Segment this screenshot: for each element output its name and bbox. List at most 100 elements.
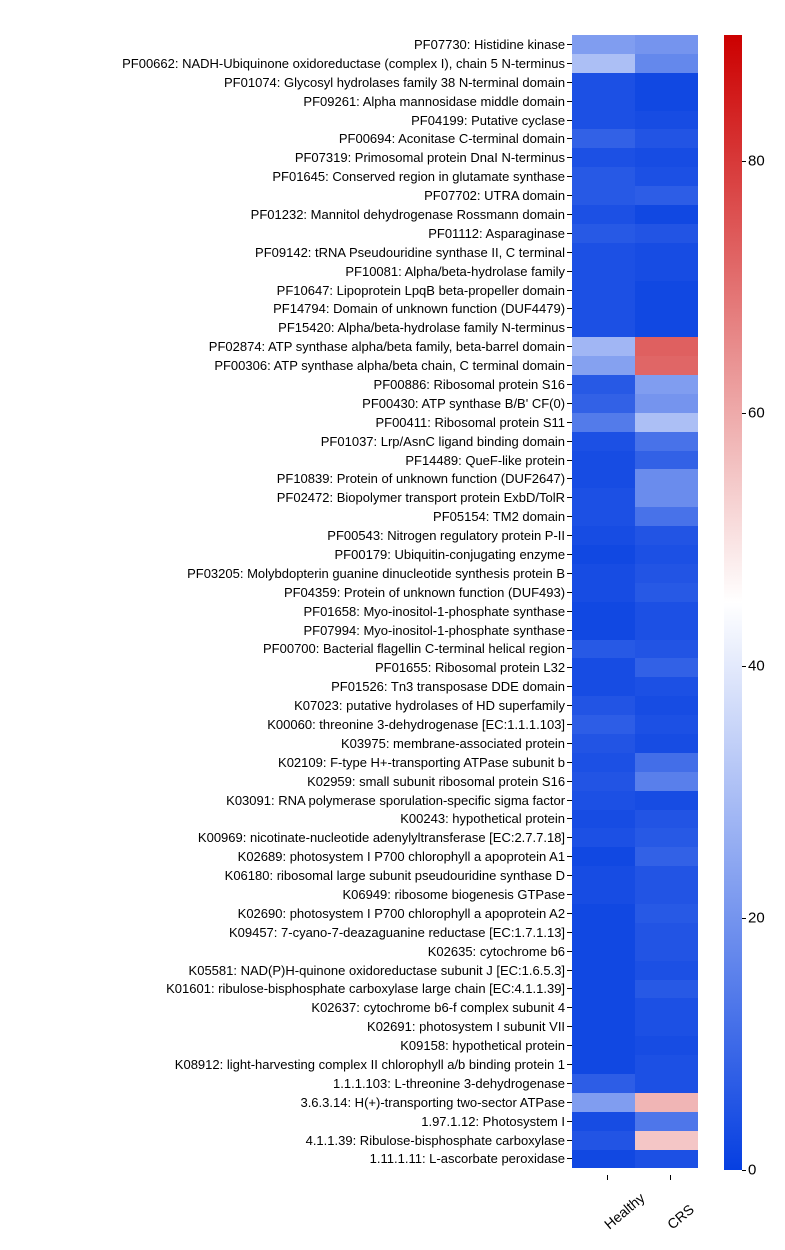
row-label: PF01232: Mannitol dehydrogenase Rossmann… [10, 207, 567, 222]
colorbar-tick [742, 1170, 746, 1171]
heatmap-row: PF09261: Alpha mannosidase middle domain [10, 92, 698, 111]
heatmap-cell [572, 1093, 635, 1112]
row-label: K00243: hypothetical protein [10, 811, 567, 826]
heatmap-cell [572, 1150, 635, 1169]
heatmap-cell [635, 904, 698, 923]
row-label: K05581: NAD(P)H-quinone oxidoreductase s… [10, 963, 567, 978]
heatmap-row: PF04199: Putative cyclase [10, 111, 698, 130]
row-cells [572, 621, 698, 640]
heatmap-cell [572, 54, 635, 73]
row-label: PF04359: Protein of unknown function (DU… [10, 585, 567, 600]
row-cells [572, 847, 698, 866]
heatmap-row: PF09142: tRNA Pseudouridine synthase II,… [10, 243, 698, 262]
row-label: PF00179: Ubiquitin-conjugating enzyme [10, 547, 567, 562]
heatmap-cell [572, 640, 635, 659]
row-label: PF10647: Lipoprotein LpqB beta-propeller… [10, 283, 567, 298]
heatmap-cell [635, 205, 698, 224]
heatmap-cell [572, 658, 635, 677]
heatmap-cell [635, 73, 698, 92]
heatmap-cell [572, 205, 635, 224]
heatmap-cell [635, 640, 698, 659]
heatmap-cell [572, 262, 635, 281]
row-cells [572, 734, 698, 753]
row-cells [572, 1093, 698, 1112]
heatmap-row: PF02472: Biopolymer transport protein Ex… [10, 488, 698, 507]
heatmap-cell [635, 1150, 698, 1169]
row-label: K02635: cytochrome b6 [10, 944, 567, 959]
colorbar-tick-label: 20 [748, 909, 765, 926]
row-cells [572, 923, 698, 942]
row-cells [572, 1036, 698, 1055]
heatmap-cell [572, 1112, 635, 1131]
heatmap-cell [572, 1131, 635, 1150]
row-cells [572, 54, 698, 73]
heatmap-cell [635, 621, 698, 640]
heatmap-cell [572, 923, 635, 942]
row-cells [572, 677, 698, 696]
row-cells [572, 885, 698, 904]
heatmap-row: K02689: photosystem I P700 chlorophyll a… [10, 847, 698, 866]
heatmap-cell [635, 432, 698, 451]
row-label: K03091: RNA polymerase sporulation-speci… [10, 793, 567, 808]
heatmap-cell [572, 602, 635, 621]
heatmap-row: K08912: light-harvesting complex II chlo… [10, 1055, 698, 1074]
row-label: K02691: photosystem I subunit VII [10, 1019, 567, 1034]
heatmap-cell [572, 488, 635, 507]
row-cells [572, 904, 698, 923]
heatmap-cell [572, 828, 635, 847]
heatmap-row: PF00694: Aconitase C-terminal domain [10, 129, 698, 148]
row-label: PF15420: Alpha/beta-hydrolase family N-t… [10, 320, 567, 335]
heatmap-cell [572, 281, 635, 300]
heatmap-row: 1.1.1.103: L-threonine 3-dehydrogenase [10, 1074, 698, 1093]
row-cells [572, 167, 698, 186]
heatmap-cell [572, 847, 635, 866]
row-cells [572, 413, 698, 432]
row-cells [572, 564, 698, 583]
heatmap-cell [572, 299, 635, 318]
heatmap-cell [635, 810, 698, 829]
heatmap-cell [572, 583, 635, 602]
row-cells [572, 866, 698, 885]
heatmap-cell [572, 337, 635, 356]
row-cells [572, 961, 698, 980]
heatmap-row: PF10081: Alpha/beta-hydrolase family [10, 262, 698, 281]
row-label: 1.97.1.12: Photosystem I [10, 1114, 567, 1129]
row-label: PF07994: Myo-inositol-1-phosphate syntha… [10, 623, 567, 638]
heatmap-row: PF00662: NADH-Ubiquinone oxidoreductase … [10, 54, 698, 73]
heatmap-cell [635, 526, 698, 545]
heatmap-row: 4.1.1.39: Ribulose-bisphosphate carboxyl… [10, 1131, 698, 1150]
heatmap-cell [635, 337, 698, 356]
heatmap-cell [635, 35, 698, 54]
heatmap-cell [572, 92, 635, 111]
heatmap-cell [572, 356, 635, 375]
row-label: PF02874: ATP synthase alpha/beta family,… [10, 339, 567, 354]
heatmap-cell [635, 224, 698, 243]
row-label: PF01037: Lrp/AsnC ligand binding domain [10, 434, 567, 449]
row-label: PF01658: Myo-inositol-1-phosphate syntha… [10, 604, 567, 619]
heatmap-row: K00243: hypothetical protein [10, 810, 698, 829]
row-label: PF01526: Tn3 transposase DDE domain [10, 679, 567, 694]
heatmap-cell [572, 111, 635, 130]
heatmap-row: PF01232: Mannitol dehydrogenase Rossmann… [10, 205, 698, 224]
row-label: K02109: F-type H+-transporting ATPase su… [10, 755, 567, 770]
heatmap-cell [635, 262, 698, 281]
row-cells [572, 545, 698, 564]
heatmap-cell [635, 564, 698, 583]
heatmap-cell [572, 677, 635, 696]
heatmap-cell [572, 961, 635, 980]
heatmap-row: PF07730: Histidine kinase [10, 35, 698, 54]
heatmap-cell [635, 1074, 698, 1093]
heatmap-cell [635, 658, 698, 677]
heatmap-row: K02635: cytochrome b6 [10, 942, 698, 961]
heatmap-cell [635, 980, 698, 999]
row-label: K01601: ribulose-bisphosphate carboxylas… [10, 981, 567, 996]
heatmap-cell [635, 54, 698, 73]
heatmap-cell [635, 129, 698, 148]
row-cells [572, 35, 698, 54]
row-cells [572, 658, 698, 677]
row-label: PF09261: Alpha mannosidase middle domain [10, 94, 567, 109]
heatmap-cell [635, 1131, 698, 1150]
heatmap-cell [635, 847, 698, 866]
heatmap-cell [572, 73, 635, 92]
heatmap-cell [572, 375, 635, 394]
